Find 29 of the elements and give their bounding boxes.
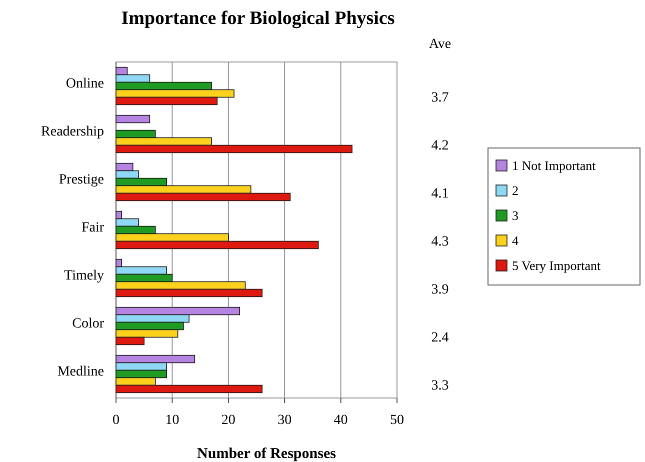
legend-label: 1 Not Important: [512, 158, 596, 173]
x-tick-label: 40: [334, 413, 348, 428]
text: 3.9: [431, 282, 449, 298]
y-tick-label: Medline: [57, 364, 104, 380]
legend-label: 2: [512, 183, 518, 198]
y-tick-label: Prestige: [58, 172, 104, 188]
text: 4.3: [431, 234, 449, 250]
y-tick-label: Online: [66, 76, 104, 92]
text: 3.7: [431, 90, 449, 106]
y-tick-label: Timely: [64, 268, 104, 284]
y-tick-label: Readership: [41, 124, 104, 140]
legend-label: 3: [512, 208, 518, 223]
x-tick-label: 0: [112, 413, 120, 428]
y-tick-label: Color: [72, 316, 104, 332]
text: 3.3: [431, 378, 449, 394]
legend-label: 5 Very Important: [512, 258, 601, 273]
x-tick-label: 30: [278, 413, 292, 428]
legend-label: 4: [512, 233, 519, 248]
text: 4.2: [431, 138, 449, 154]
bar: [116, 114, 150, 124]
y-tick-label: Fair: [81, 220, 104, 236]
chart-title: Importance for Biological Physics: [121, 8, 395, 29]
x-axis-title: Number of Responses: [197, 446, 336, 462]
text: 2.4: [431, 330, 449, 346]
text: 4.1: [431, 186, 449, 202]
x-tick-label: 10: [165, 413, 180, 428]
text: Ave: [428, 37, 452, 52]
x-tick-label: 20: [221, 413, 236, 428]
x-tick-label: 50: [390, 413, 404, 428]
